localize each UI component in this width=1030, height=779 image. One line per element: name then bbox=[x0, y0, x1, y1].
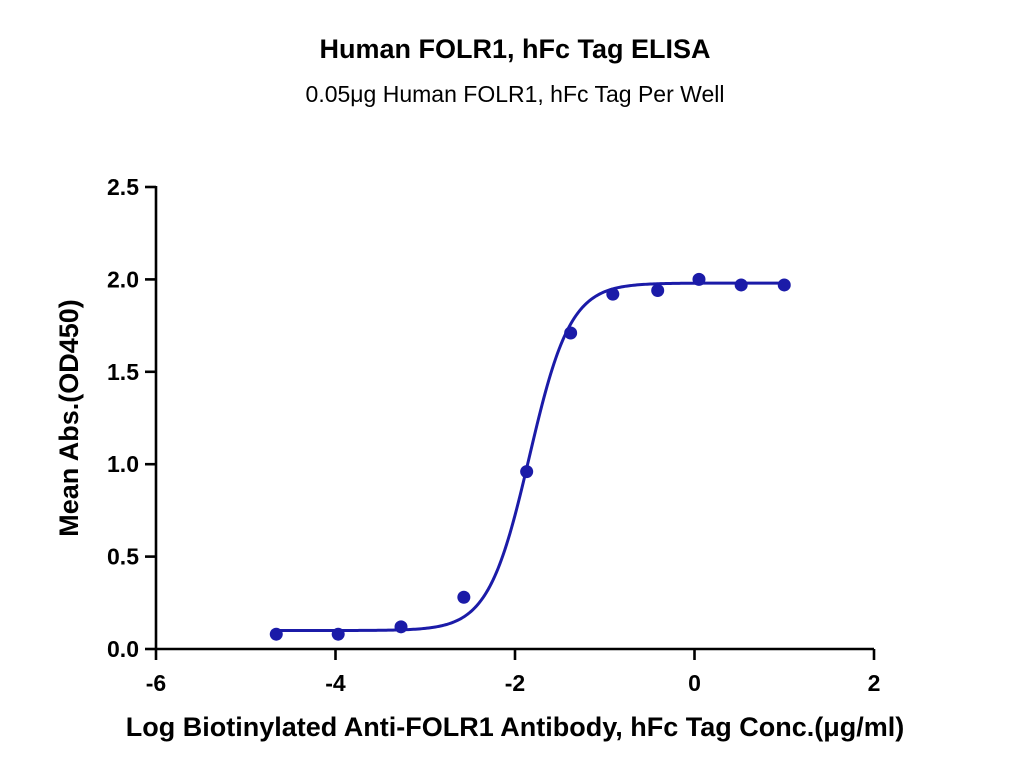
x-axis-label: Log Biotinylated Anti-FOLR1 Antibody, hF… bbox=[126, 712, 904, 742]
y-tick-label: 0.5 bbox=[107, 544, 139, 570]
data-point bbox=[269, 627, 283, 641]
x-tick-label: 0 bbox=[688, 670, 701, 696]
y-tick-label: 1.5 bbox=[107, 359, 139, 385]
chart-subtitle: 0.05μg Human FOLR1, hFc Tag Per Well bbox=[306, 81, 725, 107]
y-axis: 0.0 0.5 1.0 1.5 2.0 2.5 bbox=[107, 174, 158, 662]
y-tick-label: 2.0 bbox=[107, 266, 139, 292]
y-tick-label: 0.0 bbox=[107, 636, 139, 662]
data-point bbox=[394, 620, 408, 634]
chart-title: Human FOLR1, hFc Tag ELISA bbox=[319, 34, 710, 64]
fit-curve bbox=[276, 281, 785, 633]
data-point bbox=[692, 272, 706, 286]
data-point bbox=[734, 278, 748, 292]
data-point bbox=[520, 465, 534, 479]
data-points bbox=[269, 272, 791, 641]
x-tick-label: -4 bbox=[325, 670, 346, 696]
x-tick-label: 2 bbox=[868, 670, 881, 696]
x-axis: -6 -4 -2 0 2 bbox=[146, 647, 881, 696]
data-point bbox=[651, 283, 665, 297]
y-tick-label: 1.0 bbox=[107, 451, 139, 477]
x-tick-label: -6 bbox=[146, 670, 166, 696]
data-point bbox=[331, 627, 345, 641]
data-point bbox=[606, 287, 620, 301]
x-tick-label: -2 bbox=[505, 670, 525, 696]
data-point bbox=[564, 326, 578, 340]
data-point bbox=[457, 590, 471, 604]
data-point bbox=[777, 278, 791, 292]
y-axis-label: Mean Abs.(OD450) bbox=[54, 299, 84, 537]
y-tick-label: 2.5 bbox=[107, 174, 139, 200]
